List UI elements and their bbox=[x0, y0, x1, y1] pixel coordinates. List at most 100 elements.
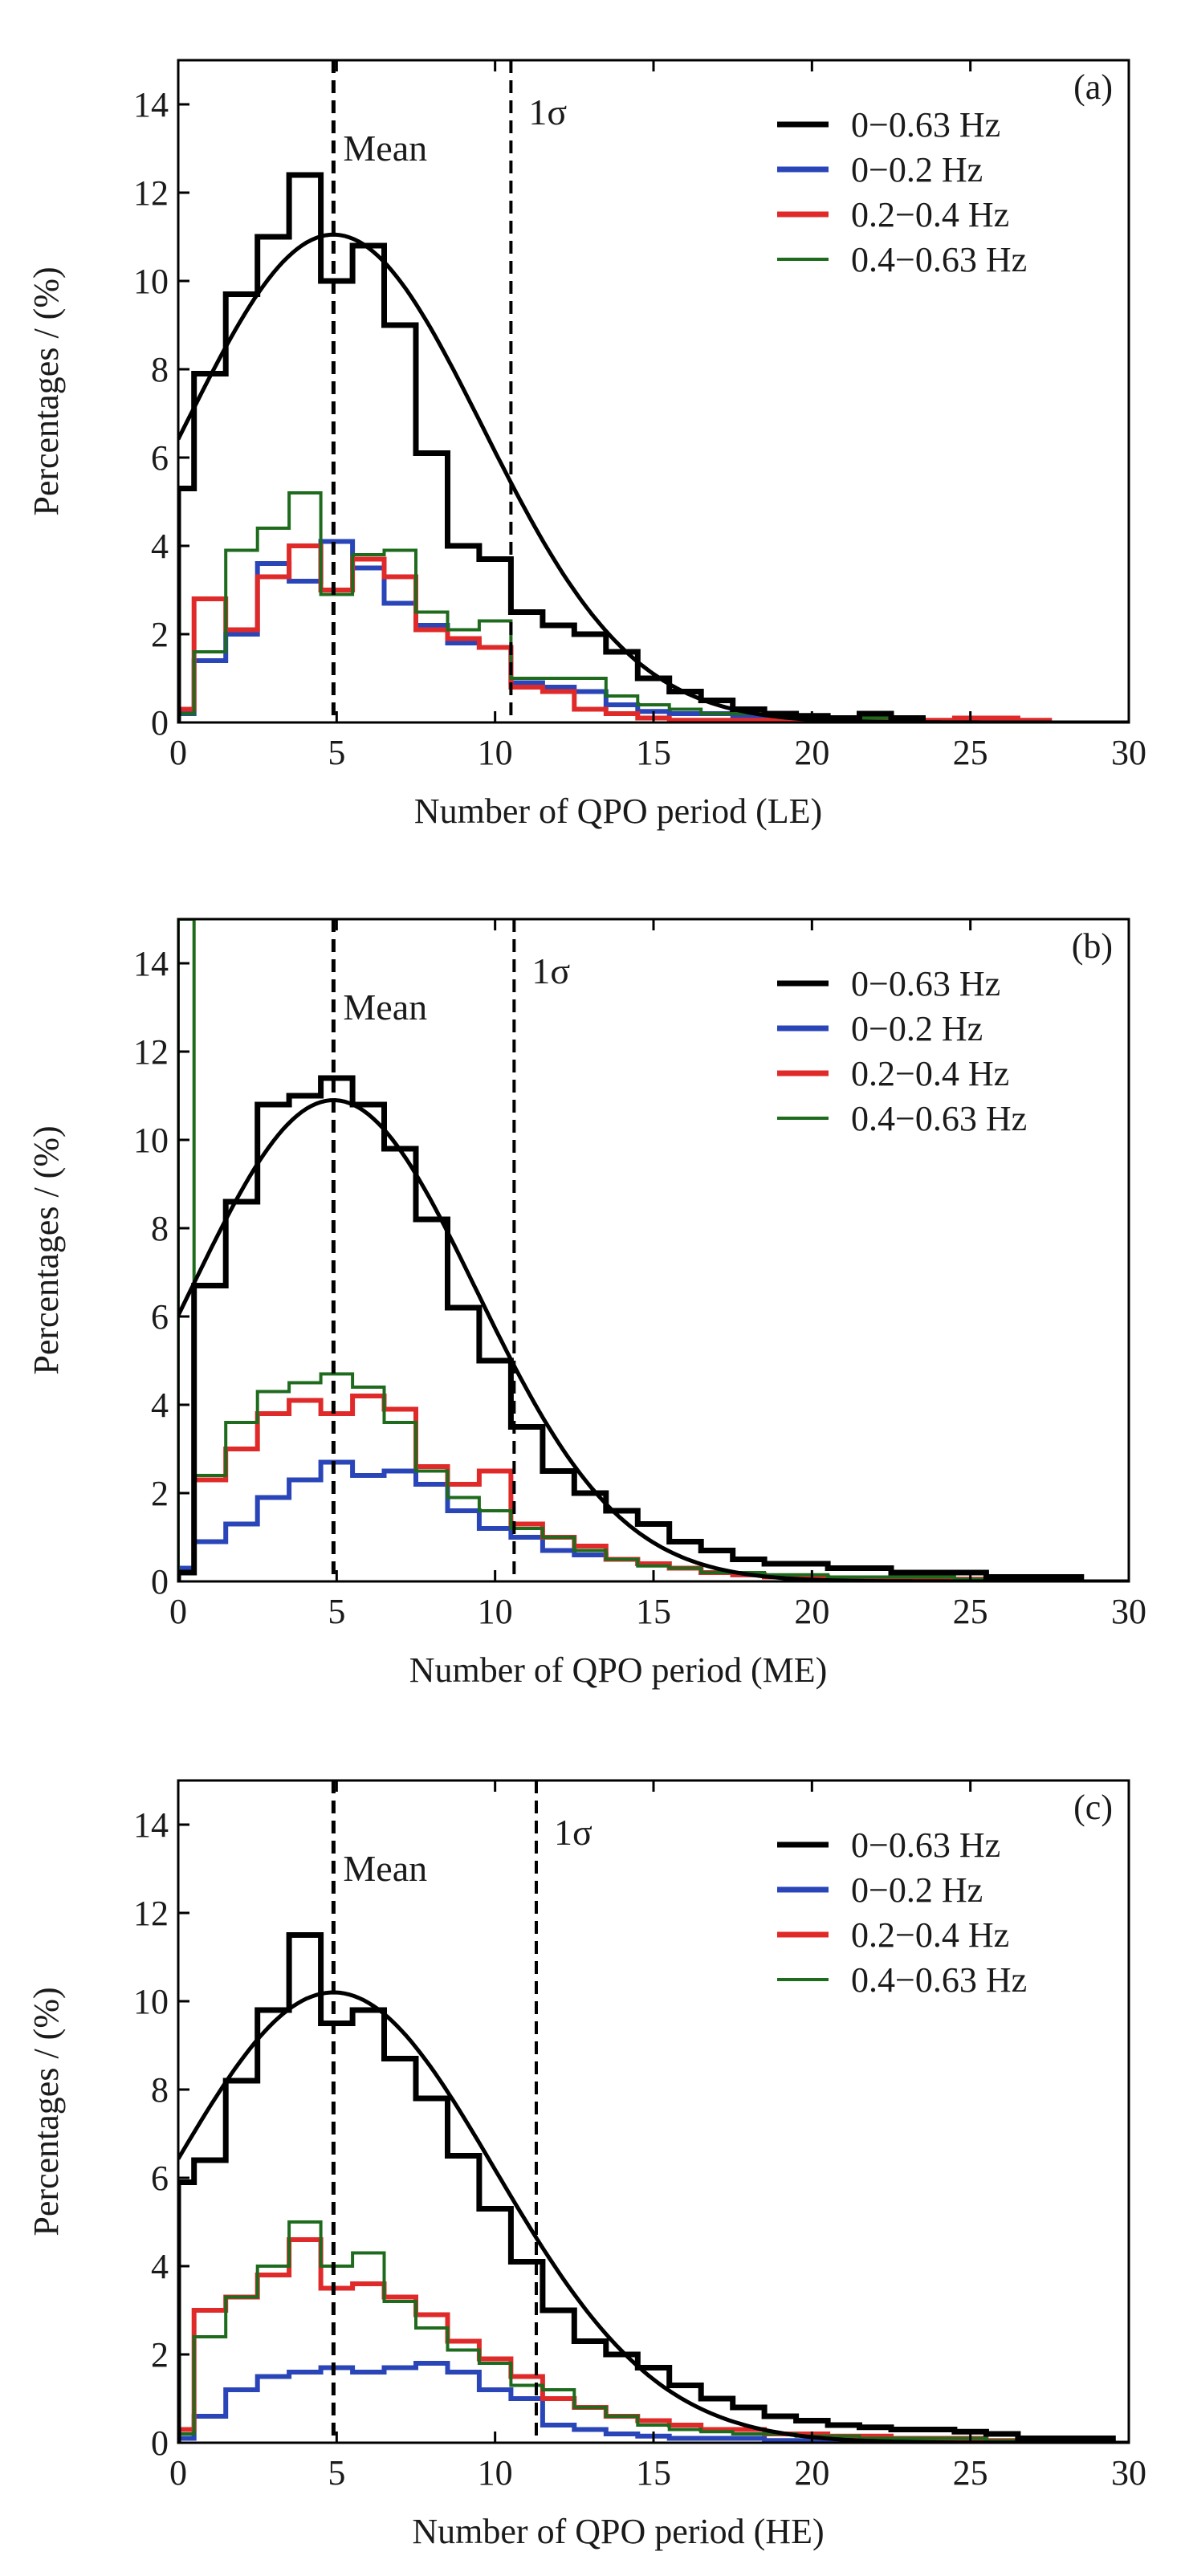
plot-frame bbox=[177, 1779, 1130, 2444]
y-tick-label: 4 bbox=[151, 2247, 169, 2286]
x-tick-label: 20 bbox=[794, 1592, 829, 1631]
legend-item: 0.2−0.4 Hz bbox=[777, 195, 1009, 234]
y-axis-label: Percentages / (%) bbox=[26, 267, 66, 515]
y-tick-label: 6 bbox=[151, 2159, 169, 2198]
y-tick-label: 14 bbox=[133, 944, 169, 983]
y-tick-label: 10 bbox=[133, 1121, 169, 1160]
x-tick-label: 0 bbox=[169, 2453, 187, 2493]
y-tick-label: 0 bbox=[151, 703, 169, 743]
x-tick-label: 0 bbox=[169, 1592, 187, 1631]
legend-label: 0−0.2 Hz bbox=[851, 1870, 983, 1910]
plot-frame bbox=[177, 59, 1130, 724]
x-axis-label: Number of QPO period (LE) bbox=[414, 792, 822, 831]
legend-item: 0.2−0.4 Hz bbox=[777, 1054, 1009, 1093]
y-axis-label: Percentages / (%) bbox=[26, 1125, 66, 1374]
y-tick-label: 12 bbox=[133, 173, 169, 213]
series-group bbox=[178, 919, 1129, 1581]
panel-c: 0 5 10 15 20 25 30 0 2 4 6 8 10 12 14 Percentages / (%… bbox=[26, 1779, 1146, 2551]
legend-item: 0−0.2 Hz bbox=[777, 1870, 983, 1910]
x-tick-label: 25 bbox=[953, 2453, 988, 2493]
panel-label: (b) bbox=[1072, 926, 1113, 966]
panel-label: (c) bbox=[1073, 1788, 1113, 1827]
legend-label: 0.2−0.4 Hz bbox=[851, 1054, 1009, 1093]
y-tick-label: 8 bbox=[151, 2070, 169, 2110]
x-tick-label: 5 bbox=[328, 2453, 345, 2493]
gaussian-fit-curve bbox=[178, 232, 1129, 722]
y-tick-label: 10 bbox=[133, 1982, 169, 2021]
legend-label: 0−0.2 Hz bbox=[851, 150, 983, 189]
x-tick-label: 15 bbox=[636, 1592, 671, 1631]
legend-item: 0.4−0.63 Hz bbox=[777, 240, 1027, 279]
x-tick-label: 25 bbox=[953, 1592, 988, 1631]
x-tick-label: 10 bbox=[478, 2453, 513, 2493]
x-tick-label: 20 bbox=[794, 2453, 829, 2493]
y-tick-label: 6 bbox=[151, 1297, 169, 1337]
sigma-label: 1σ bbox=[531, 950, 570, 991]
series-group bbox=[178, 172, 1129, 722]
y-axis-label: Percentages / (%) bbox=[26, 1987, 66, 2236]
legend-item: 0−0.63 Hz bbox=[777, 964, 1000, 1003]
y-tick-label: 12 bbox=[133, 1032, 169, 1072]
legend: 0−0.63 Hz 0−0.2 Hz 0.2−0.4 Hz 0.4−0.63 H… bbox=[777, 105, 1027, 279]
x-tick-label: 5 bbox=[328, 1592, 345, 1631]
legend: 0−0.63 Hz 0−0.2 Hz 0.2−0.4 Hz 0.4−0.63 H… bbox=[777, 1825, 1027, 2000]
legend-label: 0−0.63 Hz bbox=[851, 105, 1000, 144]
series-line bbox=[178, 539, 894, 722]
x-tick-label: 15 bbox=[636, 2453, 671, 2493]
gaussian-fit-curve bbox=[178, 1097, 1129, 1581]
series-group bbox=[178, 1932, 1129, 2443]
x-tick-label: 30 bbox=[1111, 2453, 1146, 2493]
x-tick-label: 0 bbox=[169, 733, 187, 772]
legend-item: 0−0.2 Hz bbox=[777, 150, 983, 189]
legend-item: 0−0.63 Hz bbox=[777, 105, 1000, 144]
legend-label: 0.4−0.63 Hz bbox=[851, 1099, 1027, 1138]
panel-a: 0 5 10 15 20 25 30 0 2 4 6 8 10 12 14 Percentages / (%… bbox=[26, 59, 1146, 831]
sigma-label: 1σ bbox=[528, 92, 567, 132]
plot-layer: 0 5 10 15 20 25 30 0 2 4 6 8 10 12 14 bbox=[133, 59, 1146, 772]
plot-layer: 0 5 10 15 20 25 30 0 2 4 6 8 10 12 14 bbox=[133, 918, 1146, 1631]
x-axis-label: Number of QPO period (HE) bbox=[412, 2512, 824, 2551]
legend-label: 0−0.2 Hz bbox=[851, 1009, 983, 1048]
legend-item: 0−0.2 Hz bbox=[777, 1009, 983, 1048]
legend-label: 0.2−0.4 Hz bbox=[851, 1915, 1009, 1955]
y-tick-label: 10 bbox=[133, 262, 169, 301]
series-line bbox=[178, 1075, 1085, 1581]
x-tick-label: 25 bbox=[953, 733, 988, 772]
series-line bbox=[178, 919, 1083, 1581]
series-line bbox=[178, 2237, 1084, 2443]
x-tick-label: 30 bbox=[1111, 1592, 1146, 1631]
y-tick-label: 0 bbox=[151, 2423, 169, 2463]
legend-item: 0.4−0.63 Hz bbox=[777, 1099, 1027, 1138]
legend: 0−0.63 Hz 0−0.2 Hz 0.2−0.4 Hz 0.4−0.63 H… bbox=[777, 964, 1027, 1138]
legend-label: 0−0.63 Hz bbox=[851, 1825, 1000, 1865]
x-tick-label: 20 bbox=[794, 733, 829, 772]
y-tick-label: 8 bbox=[151, 350, 169, 389]
x-tick-label: 30 bbox=[1111, 733, 1146, 772]
legend-item: 0.2−0.4 Hz bbox=[777, 1915, 1009, 1955]
legend-item: 0−0.63 Hz bbox=[777, 1825, 1000, 1865]
legend-label: 0.4−0.63 Hz bbox=[851, 240, 1027, 279]
x-tick-label: 10 bbox=[478, 1592, 513, 1631]
gaussian-fit-curve bbox=[178, 1990, 1129, 2443]
x-axis-label: Number of QPO period (ME) bbox=[409, 1650, 828, 1690]
y-tick-label: 2 bbox=[151, 2335, 169, 2375]
x-tick-label: 5 bbox=[328, 733, 345, 772]
y-tick-label: 0 bbox=[151, 1562, 169, 1601]
y-tick-label: 6 bbox=[151, 438, 169, 478]
y-tick-label: 14 bbox=[133, 1805, 169, 1845]
sigma-label: 1σ bbox=[554, 1812, 592, 1853]
y-tick-label: 8 bbox=[151, 1209, 169, 1248]
mean-label: Mean bbox=[343, 987, 427, 1028]
legend-label: 0.2−0.4 Hz bbox=[851, 195, 1009, 234]
mean-label: Mean bbox=[343, 1848, 427, 1889]
panel-label: (a) bbox=[1073, 67, 1113, 107]
mean-label: Mean bbox=[343, 128, 427, 169]
y-tick-label: 2 bbox=[151, 615, 169, 654]
legend-label: 0.4−0.63 Hz bbox=[851, 1960, 1027, 2000]
legend-item: 0.4−0.63 Hz bbox=[777, 1960, 1027, 2000]
y-tick-label: 4 bbox=[151, 1386, 169, 1425]
series-line bbox=[178, 2361, 862, 2443]
series-line bbox=[178, 172, 926, 722]
y-tick-label: 14 bbox=[133, 85, 169, 124]
